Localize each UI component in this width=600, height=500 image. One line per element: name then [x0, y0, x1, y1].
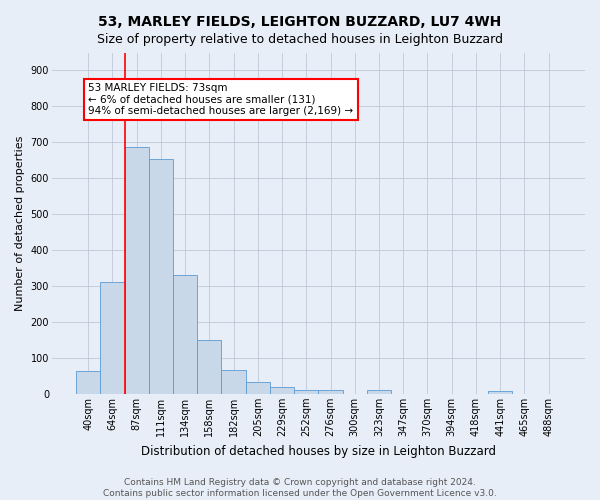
- Bar: [76, 371, 100, 394]
- Bar: [246, 382, 270, 394]
- Bar: [319, 390, 343, 394]
- Text: 53 MARLEY FIELDS: 73sqm
← 6% of detached houses are smaller (131)
94% of semi-de: 53 MARLEY FIELDS: 73sqm ← 6% of detached…: [88, 83, 353, 116]
- Bar: [100, 282, 125, 394]
- Bar: [173, 276, 197, 394]
- Text: Contains HM Land Registry data © Crown copyright and database right 2024.
Contai: Contains HM Land Registry data © Crown c…: [103, 478, 497, 498]
- Text: 53, MARLEY FIELDS, LEIGHTON BUZZARD, LU7 4WH: 53, MARLEY FIELDS, LEIGHTON BUZZARD, LU7…: [98, 15, 502, 29]
- Bar: [488, 391, 512, 394]
- Bar: [270, 386, 294, 394]
- Y-axis label: Number of detached properties: Number of detached properties: [15, 136, 25, 311]
- Text: Size of property relative to detached houses in Leighton Buzzard: Size of property relative to detached ho…: [97, 32, 503, 46]
- Bar: [294, 390, 319, 394]
- Bar: [197, 340, 221, 394]
- Bar: [221, 370, 246, 394]
- Bar: [125, 148, 149, 394]
- Bar: [367, 390, 391, 394]
- X-axis label: Distribution of detached houses by size in Leighton Buzzard: Distribution of detached houses by size …: [141, 444, 496, 458]
- Bar: [149, 158, 173, 394]
